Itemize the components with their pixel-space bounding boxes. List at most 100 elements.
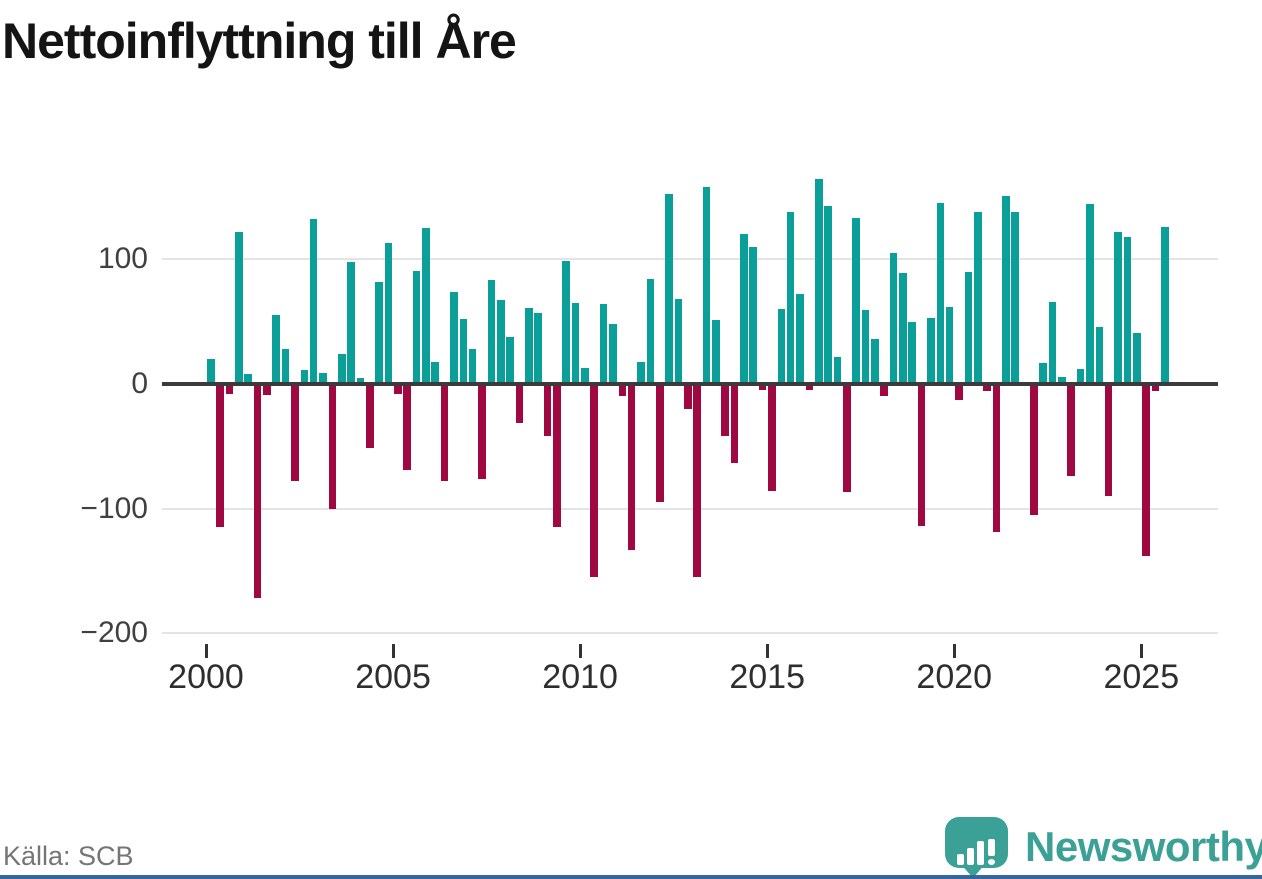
bar-positive	[674, 299, 683, 384]
bar-negative	[216, 384, 224, 528]
bar-positive	[824, 205, 832, 384]
bar-negative	[394, 384, 402, 394]
bar-positive	[431, 361, 440, 384]
bar-negative	[515, 384, 524, 423]
bar-positive	[356, 377, 365, 384]
bar-positive	[534, 312, 542, 384]
bar-positive	[861, 310, 870, 384]
bar-negative	[263, 384, 271, 396]
x-tick-label: 2015	[729, 658, 805, 696]
bar-positive	[814, 179, 823, 384]
bar-negative	[543, 384, 552, 437]
bar-positive	[571, 302, 580, 384]
bar-negative	[693, 384, 701, 578]
bar-positive	[281, 349, 290, 384]
bar-negative	[366, 384, 374, 448]
bar-negative	[684, 384, 692, 409]
bar-positive	[609, 324, 617, 384]
bar-positive	[506, 336, 514, 384]
bar-negative	[758, 384, 767, 391]
bar-negative	[880, 384, 888, 397]
bar-positive	[908, 321, 917, 384]
bar-positive	[637, 361, 645, 384]
y-tick-label: −200	[80, 616, 148, 650]
bar-positive	[777, 309, 786, 384]
x-tick	[1140, 644, 1144, 658]
y-tick-label: −100	[80, 491, 148, 525]
logo-bubble	[945, 817, 1008, 868]
zero-line	[162, 382, 1218, 386]
bar-negative	[1030, 384, 1038, 515]
bar-positive	[871, 339, 879, 384]
bar-positive	[581, 367, 589, 384]
x-tick	[766, 644, 770, 658]
bar-positive	[1114, 231, 1122, 384]
bar-positive	[235, 231, 243, 384]
x-tick-label: 2005	[355, 658, 431, 696]
y-tick-label: 0	[131, 367, 148, 400]
bar-positive	[1086, 204, 1094, 384]
bar-negative	[1104, 384, 1113, 497]
bar-positive	[740, 234, 748, 384]
bar-positive	[973, 211, 982, 384]
bar-positive	[496, 300, 505, 384]
bar-positive	[945, 306, 954, 384]
bar-negative	[553, 384, 561, 528]
bar-positive	[300, 370, 309, 384]
bar-positive	[375, 281, 383, 384]
bar-negative	[983, 384, 991, 392]
bar-positive	[936, 203, 945, 384]
bar-positive	[1002, 195, 1010, 384]
bar-positive	[412, 270, 421, 384]
bar-negative	[843, 384, 851, 493]
bar-positive	[337, 354, 346, 384]
x-tick-label: 2025	[1103, 658, 1180, 696]
bar-positive	[347, 261, 355, 384]
bar-negative	[955, 384, 963, 401]
bar-positive	[665, 194, 673, 384]
bar-negative	[730, 384, 739, 463]
bar-positive	[562, 260, 570, 384]
x-tick-label: 2020	[916, 658, 993, 696]
bar-positive	[1039, 362, 1047, 384]
bar-positive	[384, 243, 393, 384]
bar-negative	[253, 384, 262, 599]
bar-positive	[468, 349, 477, 384]
bar-positive	[1076, 369, 1085, 384]
bar-negative	[721, 384, 729, 437]
bar-negative	[992, 384, 1001, 533]
bar-positive	[1123, 236, 1132, 384]
x-tick	[579, 644, 583, 658]
bar-negative	[590, 384, 599, 578]
bar-negative	[618, 384, 627, 397]
bar-negative	[225, 384, 234, 394]
x-tick-label: 2000	[168, 658, 244, 696]
bar-positive	[319, 372, 327, 384]
bar-positive	[450, 291, 458, 384]
gridline	[162, 507, 1218, 510]
bar-positive	[786, 211, 795, 384]
bar-negative	[1151, 384, 1160, 392]
x-tick	[205, 644, 208, 658]
bar-positive	[459, 319, 468, 384]
bar-negative	[440, 384, 449, 482]
bar-positive	[796, 294, 804, 384]
bar-negative	[805, 384, 814, 391]
bar-positive	[525, 307, 533, 384]
gridline	[162, 258, 1218, 261]
bar-positive	[207, 359, 215, 384]
bar-positive	[1161, 226, 1169, 384]
logo-bubble-tail	[959, 862, 987, 878]
page-title: Nettoinflyttning till Åre	[2, 13, 517, 69]
bar-negative	[403, 384, 411, 471]
bar-positive	[833, 356, 842, 384]
bar-positive	[1095, 326, 1104, 384]
bar-positive	[749, 246, 758, 384]
bar-positive	[272, 315, 281, 384]
bar-positive	[889, 253, 898, 384]
bar-positive	[899, 273, 907, 384]
bar-positive	[702, 186, 711, 384]
bar-positive	[1011, 211, 1019, 384]
bar-negative	[627, 384, 636, 550]
